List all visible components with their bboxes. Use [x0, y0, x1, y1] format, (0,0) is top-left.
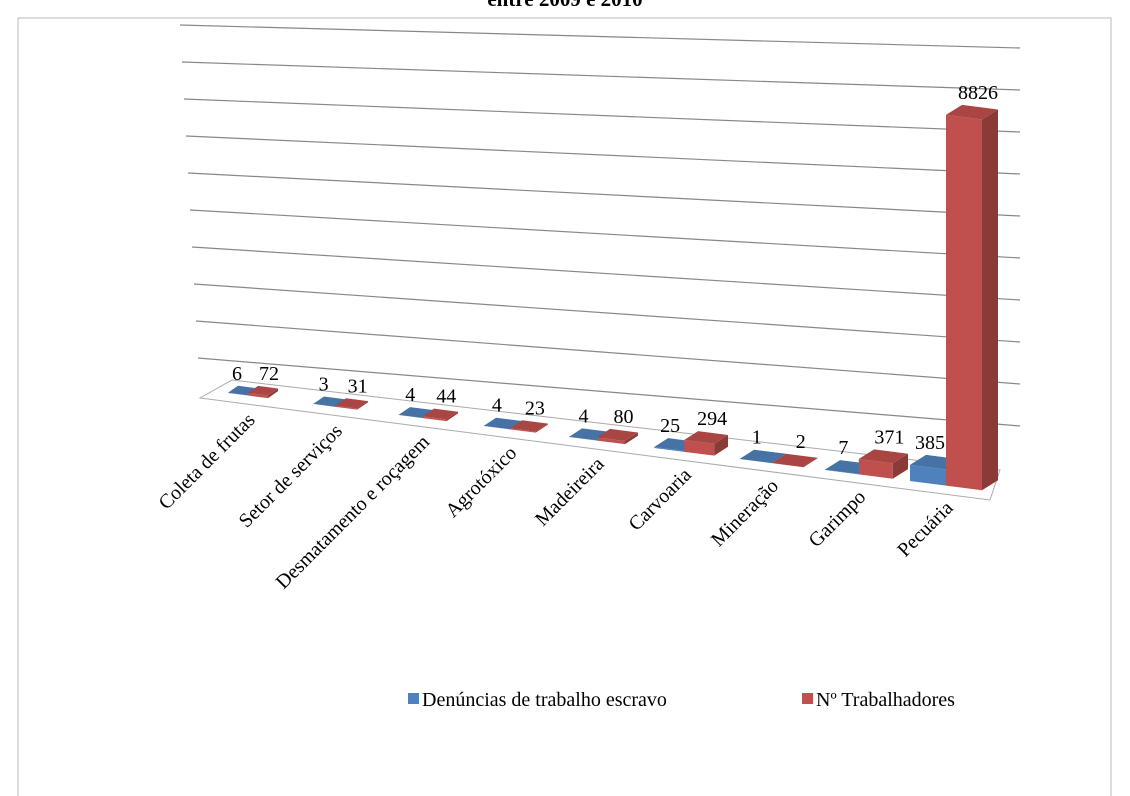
x-tick-label: Coleta de frutas [154, 409, 259, 514]
bar-face [946, 114, 982, 491]
bar-face [892, 453, 908, 479]
legend-swatch [408, 693, 419, 704]
x-tick-label: Madeireira [531, 453, 609, 531]
bar-face [398, 414, 423, 419]
value-label: 294 [697, 408, 727, 430]
bar-face [803, 457, 818, 468]
bar-face [739, 458, 772, 464]
legend-label: Denúncias de trabalho escravo [422, 689, 667, 711]
bar-face [509, 428, 536, 433]
x-tick-label: Setor de serviços [235, 420, 347, 532]
value-label: 7 [838, 437, 848, 459]
legend-label: Nº Trabalhadores [816, 689, 955, 711]
bar-face [771, 463, 804, 468]
x-tick-label: Garimpo [804, 486, 870, 552]
chart-title: entre 2009 e 2010 [487, 0, 642, 11]
grid-line [191, 246, 1021, 301]
grid-line [187, 172, 1021, 217]
bar-face [597, 428, 638, 442]
bar-face [946, 104, 998, 120]
value-label: 72 [259, 363, 279, 385]
bar-face [335, 398, 368, 409]
bar-face [824, 469, 859, 475]
value-label: 4 [492, 395, 502, 417]
value-label: 371 [874, 426, 904, 448]
bar [248, 385, 278, 399]
value-label: 80 [614, 406, 634, 428]
bar-face [597, 437, 625, 445]
bar-face [509, 420, 548, 432]
bar-face [248, 392, 268, 399]
bar-face [535, 423, 548, 433]
bar [597, 428, 638, 445]
bar-face [739, 449, 786, 464]
bar-face [313, 403, 336, 407]
value-label: 25 [660, 415, 680, 437]
bar-face [422, 408, 458, 420]
value-label: 4 [579, 405, 589, 427]
value-label: 44 [436, 386, 456, 408]
x-tick-label: Agrotóxico [441, 442, 521, 522]
bar [684, 431, 728, 456]
bar-face [446, 411, 458, 422]
grid-line [193, 283, 1021, 343]
grid-line [197, 357, 1021, 427]
value-label: 4 [405, 384, 415, 406]
x-tick-label: Pecuária [893, 497, 957, 561]
bar-face [714, 435, 728, 456]
bar-face [483, 417, 522, 430]
chart-frame [17, 17, 1112, 796]
bar-face [335, 405, 358, 410]
bar-face [248, 385, 278, 396]
bar [509, 420, 548, 433]
x-tick-label: Mineração [707, 475, 783, 551]
bar-face [684, 440, 715, 456]
bar-face [982, 109, 998, 491]
grid-line [183, 98, 1021, 133]
bar-face [228, 392, 248, 396]
bar-face [684, 431, 728, 444]
bar [335, 398, 368, 410]
grid-line [181, 61, 1021, 91]
bar-face [268, 388, 278, 399]
value-label: 385 [915, 432, 945, 454]
value-label: 1 [752, 427, 762, 449]
value-label: 3 [319, 374, 329, 396]
bar-face [858, 449, 908, 464]
value-label: 31 [348, 375, 368, 397]
grid-line [189, 209, 1021, 259]
bar-face [771, 453, 818, 468]
grid-line [195, 320, 1021, 385]
bar-face [483, 425, 510, 430]
bar [946, 104, 998, 491]
value-label: 23 [525, 397, 545, 419]
value-label: 6 [232, 363, 242, 385]
bar-face [654, 446, 685, 452]
bar [771, 453, 818, 468]
bar-face [910, 464, 946, 486]
bar-face [357, 401, 368, 410]
legend-swatch [802, 693, 813, 704]
bar-face [569, 436, 597, 441]
bar [422, 408, 458, 422]
bar-face [625, 432, 638, 445]
bar-face [858, 459, 893, 479]
x-tick-label: Carvoaria [624, 464, 695, 535]
bar-face [422, 416, 447, 422]
bar [858, 449, 908, 479]
value-label: 2 [796, 431, 806, 453]
value-label: 8826 [958, 82, 998, 104]
grid-line [179, 24, 1021, 49]
grid-line [185, 135, 1021, 175]
